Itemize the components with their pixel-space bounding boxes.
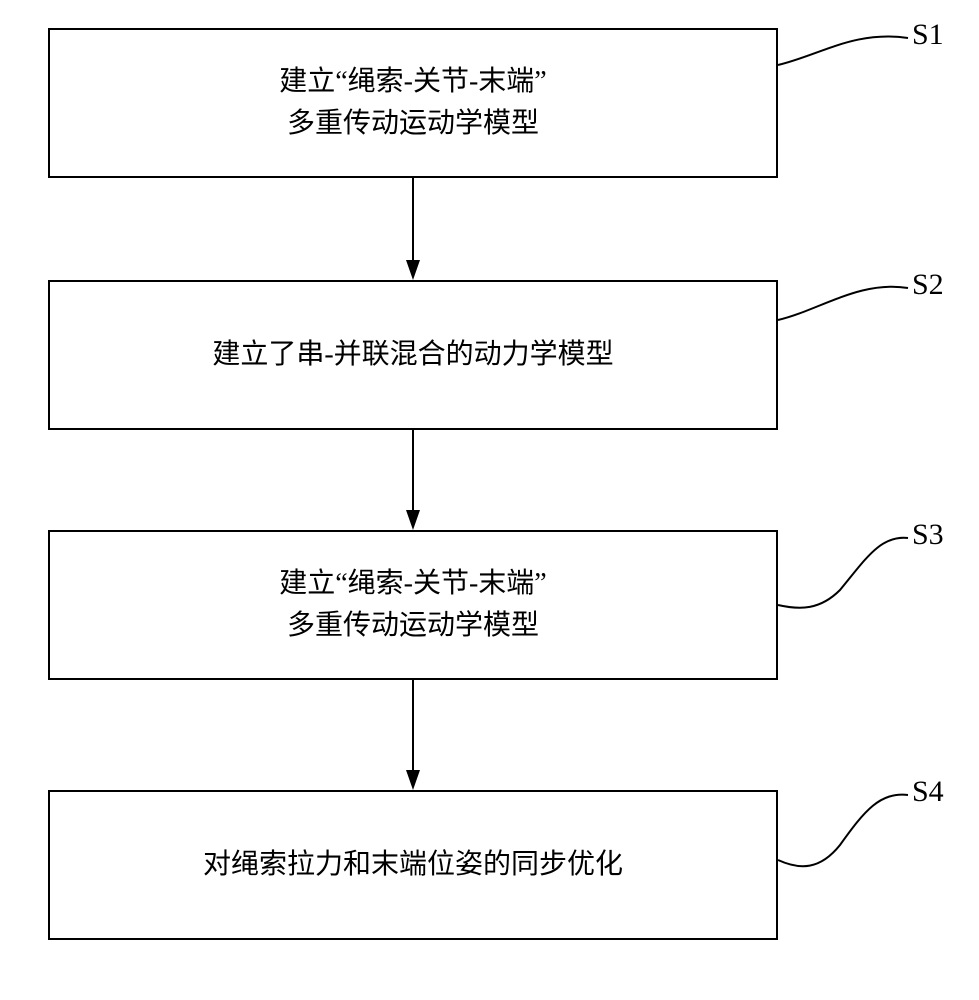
flowchart-canvas: 建立“绳索-关节-末端”多重传动运动学模型建立了串-并联混合的动力学模型建立“绳…: [0, 0, 979, 1000]
callout-curve-l4: [0, 0, 979, 1000]
